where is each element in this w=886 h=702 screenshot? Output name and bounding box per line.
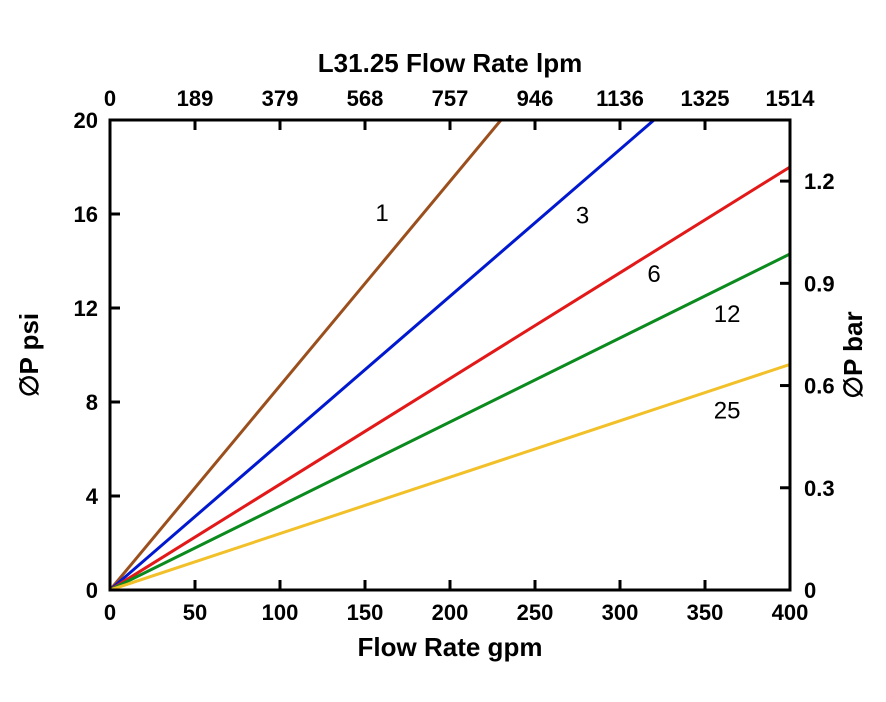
x-bottom-tick-label: 150 <box>347 600 384 625</box>
y-left-tick-label: 16 <box>74 202 98 227</box>
x-bottom-tick-label: 0 <box>104 600 116 625</box>
x-bottom-tick-label: 50 <box>183 600 207 625</box>
y-right-tick-label: 0.6 <box>804 374 835 399</box>
x-top-tick-label: 0 <box>104 86 116 111</box>
series-label-3: 3 <box>576 202 589 229</box>
y-right-axis-label: ∅P bar <box>838 311 868 398</box>
series-label-6: 6 <box>647 261 660 288</box>
series-label-1: 1 <box>375 200 388 227</box>
x-top-tick-label: 1514 <box>766 86 816 111</box>
chart-svg: 050100150200250300350400Flow Rate gpm018… <box>0 0 886 702</box>
y-right-axis-label-group: ∅P bar <box>838 311 868 398</box>
y-left-axis-label: ∅P psi <box>14 313 44 397</box>
x-bottom-tick-label: 400 <box>772 600 809 625</box>
x-bottom-tick-label: 100 <box>262 600 299 625</box>
y-left-tick-label: 4 <box>86 484 99 509</box>
y-left-tick-label: 0 <box>86 578 98 603</box>
y-right-tick-label: 0 <box>804 578 816 603</box>
y-left-tick-label: 8 <box>86 390 98 415</box>
x-top-tick-label: 568 <box>347 86 384 111</box>
x-bottom-tick-label: 300 <box>602 600 639 625</box>
chart-title-top: L31.25 Flow Rate lpm <box>318 48 582 78</box>
x-bottom-tick-label: 200 <box>432 600 469 625</box>
y-left-axis-label-group: ∅P psi <box>14 313 44 397</box>
x-top-tick-label: 946 <box>517 86 554 111</box>
x-bottom-axis-label: Flow Rate gpm <box>358 632 543 662</box>
y-right-tick-label: 1.2 <box>804 169 835 194</box>
series-label-25: 25 <box>714 397 741 424</box>
x-top-tick-label: 189 <box>177 86 214 111</box>
y-right-tick-label: 0.9 <box>804 271 835 296</box>
chart-container: 050100150200250300350400Flow Rate gpm018… <box>0 0 886 702</box>
x-bottom-tick-label: 250 <box>517 600 554 625</box>
y-right-tick-label: 0.3 <box>804 476 835 501</box>
x-top-tick-label: 757 <box>432 86 469 111</box>
series-label-12: 12 <box>714 301 741 328</box>
y-left-tick-label: 20 <box>74 108 98 133</box>
y-left-tick-label: 12 <box>74 296 98 321</box>
x-bottom-tick-label: 350 <box>687 600 724 625</box>
x-top-tick-label: 1325 <box>681 86 730 111</box>
x-top-tick-label: 1136 <box>596 86 644 111</box>
x-top-tick-label: 379 <box>262 86 299 111</box>
